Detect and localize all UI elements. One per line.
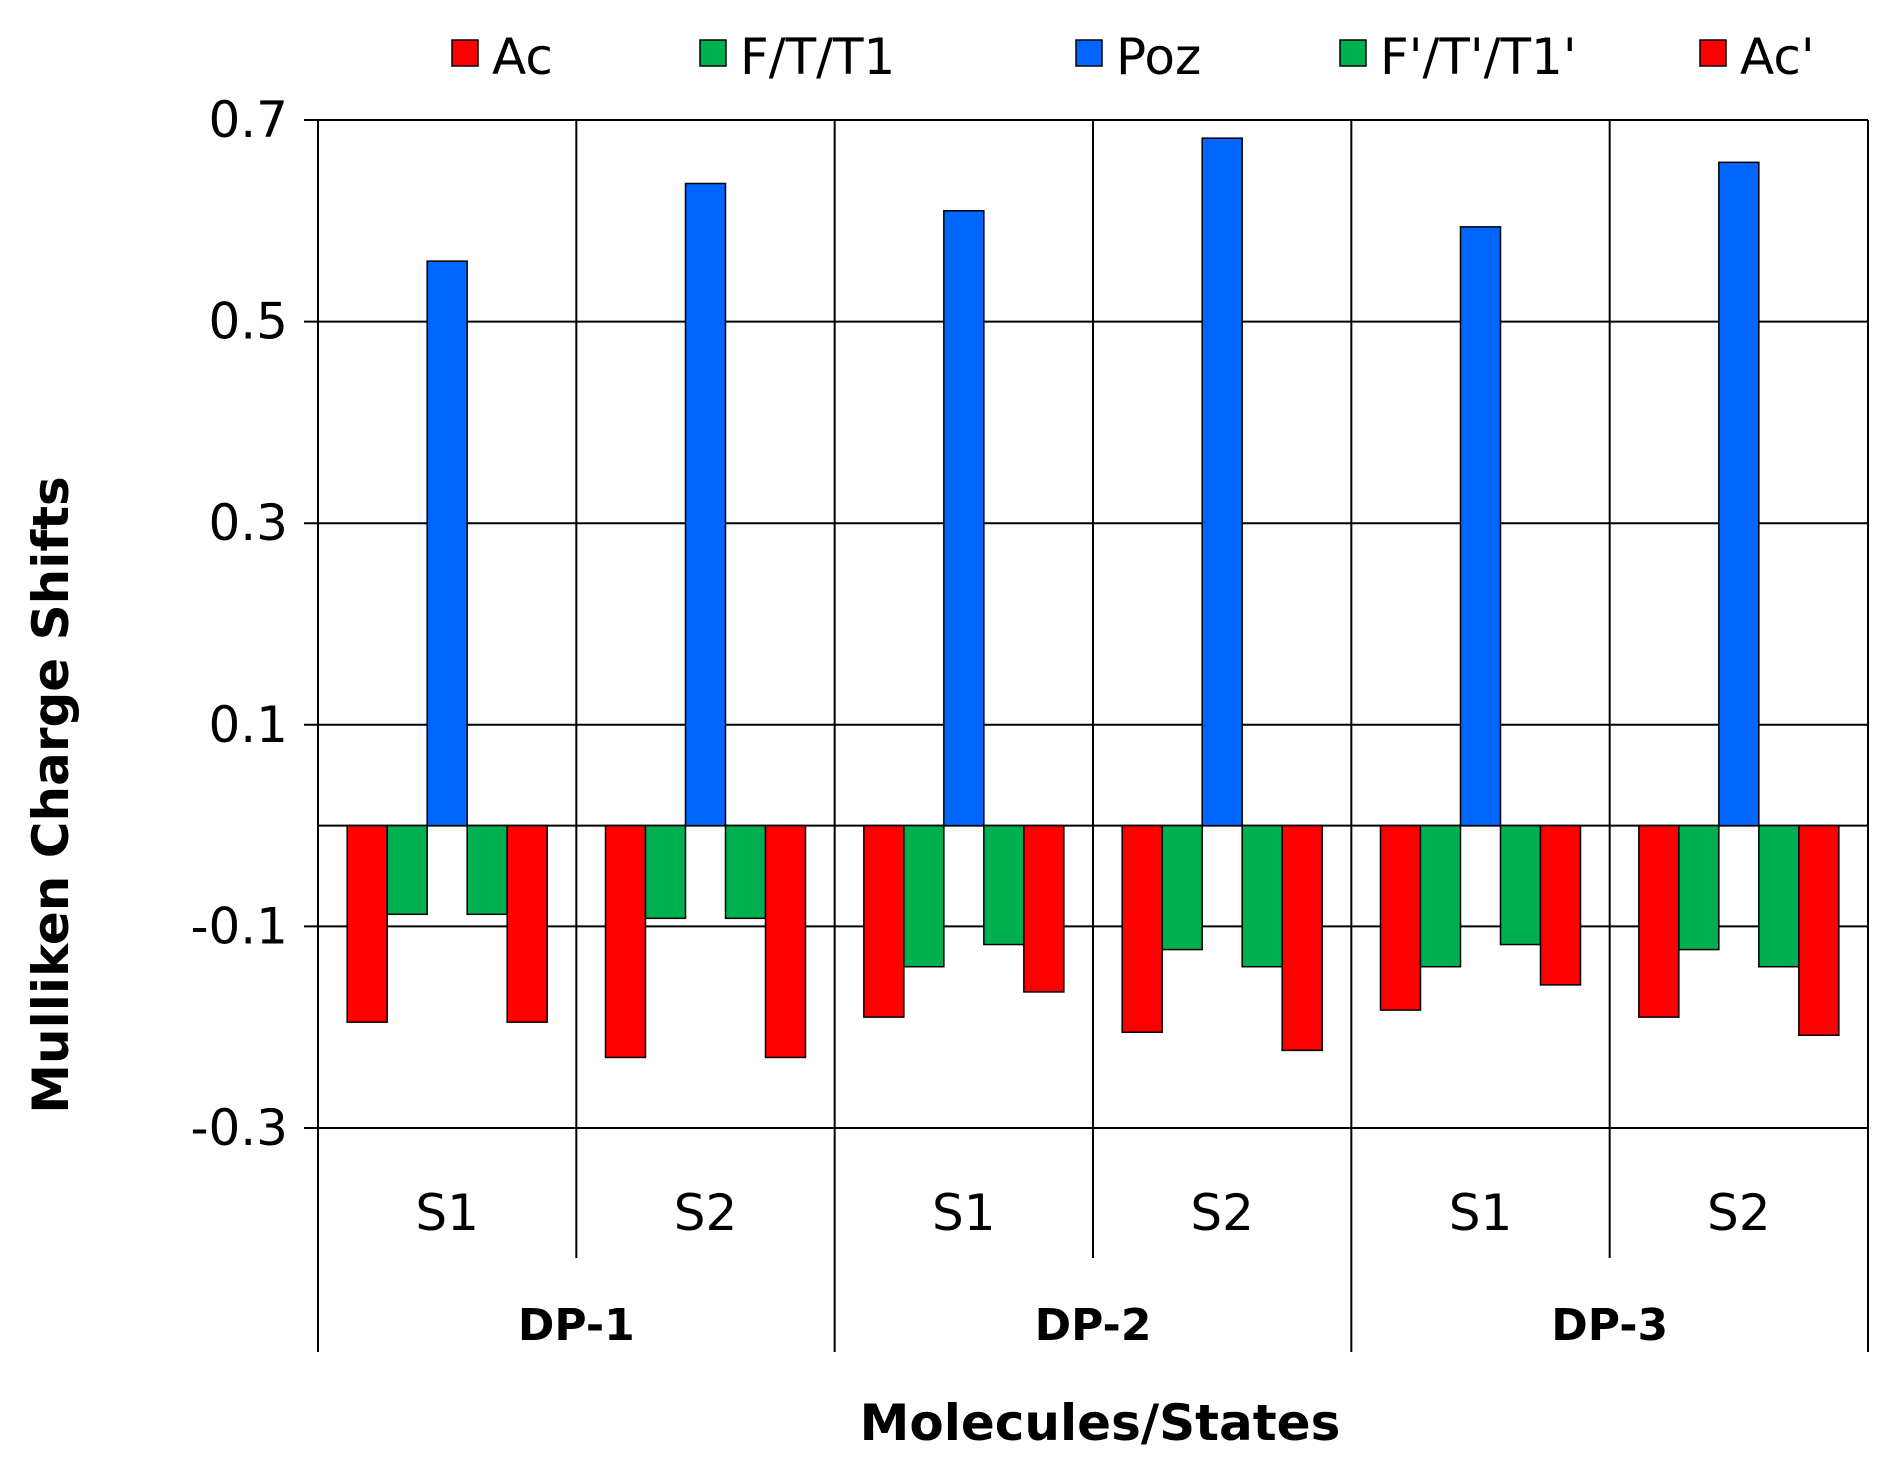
bar-ac (604, 824, 647, 1059)
legend-swatch (451, 39, 479, 67)
bar-f-t-t1 (903, 824, 945, 968)
legend-swatch (699, 39, 727, 67)
x-axis-title: Molecules/States (860, 1394, 1341, 1452)
bar-f-t-t1 (1161, 824, 1203, 951)
legend-label: F/T/T1 (740, 28, 895, 86)
bar-f-t-t1- (724, 824, 767, 920)
bar-poz (1718, 161, 1760, 827)
legend-label: Poz (1116, 28, 1201, 86)
group-label: DP-1 (518, 1300, 635, 1351)
bar-ac- (764, 824, 807, 1059)
x-tick-label: S1 (932, 1184, 996, 1242)
bar-poz (1459, 226, 1502, 827)
legend-swatch (1075, 39, 1103, 67)
plot-area (304, 119, 1868, 1129)
bar-ac- (1281, 824, 1323, 1052)
bar-poz (684, 182, 727, 827)
bar-f-t-t1 (1678, 824, 1720, 951)
bar-f-t-t1- (466, 824, 508, 916)
x-tick-label: S2 (1190, 1184, 1254, 1242)
bar-ac (863, 824, 905, 1018)
bar-ac- (1539, 824, 1582, 986)
legend: Ac F/T/T1 Poz F'/T'/T1' Ac' (451, 28, 1815, 86)
y-tick-label: 0.3 (208, 494, 288, 552)
x-tick-label: S1 (415, 1184, 479, 1242)
bar-ac- (1023, 824, 1065, 993)
legend-swatch (1339, 39, 1367, 67)
bar-ac (1121, 824, 1163, 1033)
y-tick-label: -0.3 (190, 1099, 288, 1157)
bar-ac- (1798, 824, 1840, 1037)
bar-f-t-t1- (1758, 824, 1800, 968)
bar-f-t-t1- (1241, 824, 1283, 968)
y-tick-label: -0.1 (190, 897, 288, 955)
y-tick-label: 0.1 (208, 696, 288, 754)
legend-label: Ac' (1740, 28, 1815, 86)
bar-poz (943, 209, 985, 827)
bar-ac (1379, 824, 1422, 1011)
group-label: DP-3 (1551, 1300, 1668, 1351)
x-tick-label: S2 (1707, 1184, 1771, 1242)
bar-f-t-t1- (983, 824, 1025, 946)
legend-swatch (1699, 39, 1727, 67)
bar-ac- (506, 824, 548, 1023)
y-axis: -0.3 -0.1 0.1 0.3 0.5 0.7 (190, 91, 288, 1157)
bar-poz (1201, 137, 1243, 827)
bar-ac (346, 824, 388, 1023)
bar-ac (1638, 824, 1680, 1018)
x-tick-label: S2 (674, 1184, 738, 1242)
y-axis-title: Mulliken Charge Shifts (22, 476, 80, 1114)
bar-poz (426, 260, 468, 827)
x-tick-label: S1 (1449, 1184, 1513, 1242)
legend-label: F'/T'/T1' (1380, 28, 1577, 86)
bar-f-t-t1- (1499, 824, 1542, 946)
bar-f-t-t1 (386, 824, 428, 916)
legend-label: Ac (492, 28, 553, 86)
group-label: DP-2 (1035, 1300, 1152, 1351)
bar-f-t-t1 (1419, 824, 1462, 968)
y-tick-label: 0.5 (208, 293, 288, 351)
bar-f-t-t1 (644, 824, 687, 920)
y-tick-label: 0.7 (208, 91, 288, 149)
x-axis: S1 S2 S1 S2 S1 S2 DP-1 DP-2 DP-3 (317, 120, 1869, 1352)
